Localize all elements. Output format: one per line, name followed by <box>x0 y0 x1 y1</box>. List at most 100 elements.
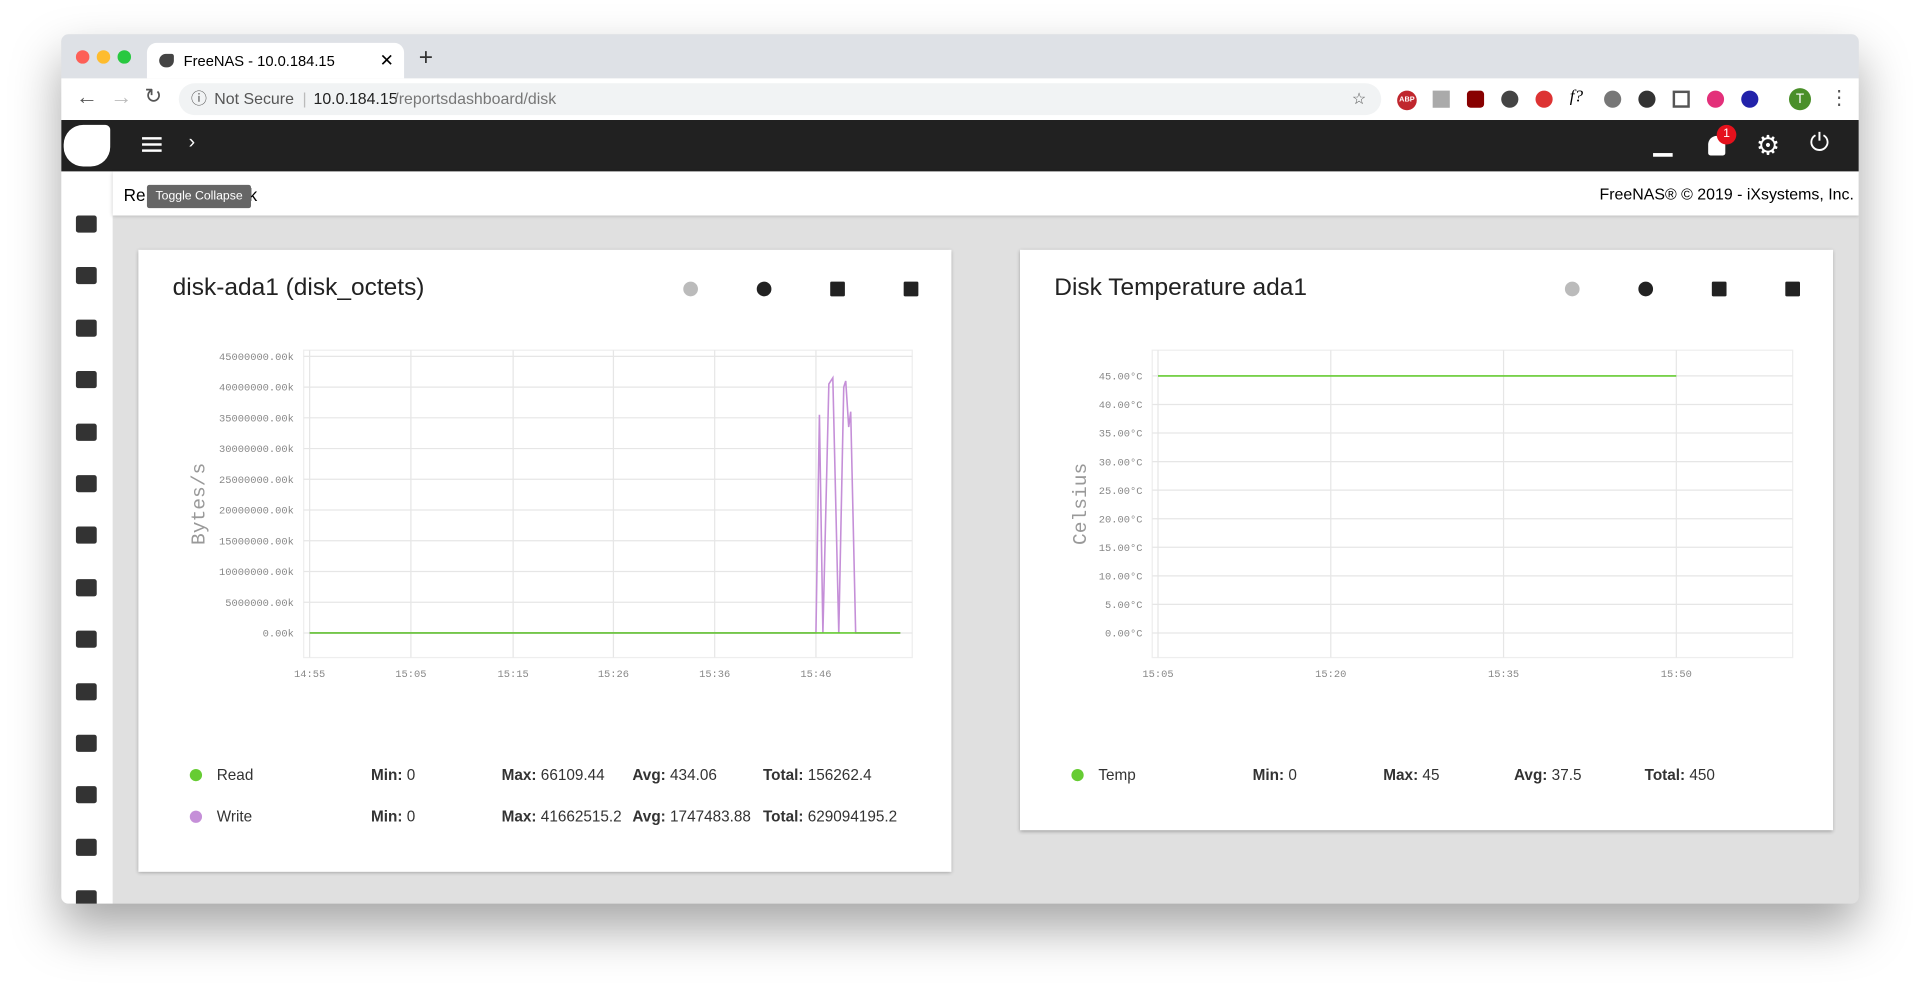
sidebar-icon[interactable] <box>75 423 97 441</box>
x-tick-label: 15:15 <box>498 669 529 681</box>
sidebar-icon[interactable] <box>75 682 97 700</box>
url-host: 10.0.184.15 <box>313 89 398 108</box>
extension-icon[interactable] <box>1638 90 1656 108</box>
forward-button[interactable]: → <box>110 84 133 109</box>
stat-label: Avg: <box>632 807 666 825</box>
theme-button[interactable] <box>1653 135 1673 157</box>
sidebar-icon[interactable] <box>75 475 97 493</box>
x-tick-label: 15:50 <box>1661 669 1692 681</box>
settings-button[interactable]: ⚙ <box>1755 129 1781 161</box>
sidebar-icon[interactable] <box>75 215 97 233</box>
x-tick-label: 15:46 <box>800 669 831 681</box>
x-tick-label: 15:26 <box>598 669 629 681</box>
stat-label: Total: <box>762 807 804 825</box>
legend-stat: Avg: 434.06 <box>632 764 754 787</box>
extension-icon[interactable] <box>1741 90 1759 108</box>
favicon <box>159 53 174 68</box>
profile-avatar[interactable]: T <box>1788 88 1812 111</box>
breadcrumb-bar: Re sk FreeNAS® © 2019 - iXsystems, Inc. <box>112 171 1859 216</box>
y-tick-label: 30.00°C <box>1099 457 1143 469</box>
tab-bar: FreeNAS - 10.0.184.15 ✕ + <box>61 34 1859 79</box>
stat-label: Max: <box>1383 766 1419 784</box>
legend-swatch <box>189 810 203 823</box>
minimize-dot[interactable] <box>96 50 111 64</box>
chart-card: Disk Temperature ada1 0.00°C 5.00°C 10.00°… <box>1020 249 1834 831</box>
y-tick-label: 20.00°C <box>1099 514 1143 526</box>
chart: 0.00°C 5.00°C 10.00°C 15.00°C 20.00°C 25.00°C… <box>1070 349 1794 681</box>
hamburger-button[interactable] <box>142 137 162 140</box>
y-tick-label: 10000000.00k <box>219 567 294 579</box>
x-tick-label: 15:05 <box>1142 669 1173 681</box>
sidebar-icon[interactable] <box>75 786 97 804</box>
series-line <box>309 375 901 634</box>
extension-icon[interactable] <box>1466 90 1485 108</box>
extension-abp[interactable]: ABP <box>1397 90 1417 111</box>
url-path: /reportsdashboard/disk <box>394 89 557 108</box>
legend-stat: Min: 0 <box>1253 764 1375 787</box>
sidebar-icon[interactable] <box>75 630 97 648</box>
step-back-button[interactable] <box>1711 281 1727 297</box>
zoom-in-button[interactable] <box>683 281 698 297</box>
stat-label: Total: <box>1644 766 1686 784</box>
new-tab[interactable]: + <box>418 44 434 72</box>
stat-value: 0 <box>1288 766 1297 784</box>
tab-close[interactable]: ✕ <box>379 50 394 70</box>
y-tick-label: 40.00°C <box>1099 400 1143 412</box>
legend-swatch <box>189 768 203 782</box>
reload-button[interactable]: ↻ <box>144 84 162 108</box>
sidebar-icon[interactable] <box>75 527 97 545</box>
y-tick-label: 25000000.00k <box>219 475 294 487</box>
power-button[interactable]: ⏻ <box>1809 129 1830 157</box>
stat-label: Max: <box>501 807 537 825</box>
back-button[interactable]: ← <box>75 84 98 109</box>
close-dot[interactable] <box>75 50 90 64</box>
extension-icon[interactable] <box>1501 90 1519 108</box>
step-back-button[interactable] <box>830 281 845 297</box>
y-tick-label: 30000000.00k <box>219 444 294 456</box>
maximize-dot[interactable] <box>117 50 132 64</box>
zoom-out-button[interactable] <box>756 281 772 297</box>
y-tick-label: 45000000.00k <box>219 352 294 364</box>
sidebar-icon[interactable] <box>75 267 97 285</box>
stat-label: Avg: <box>632 766 666 784</box>
omnibox[interactable]: ⓘ Not Secure | 10.0.184.15 /reportsdashb… <box>178 83 1382 116</box>
y-tick-label: 5.00°C <box>1105 600 1142 612</box>
sidebar-icon[interactable] <box>75 838 97 856</box>
y-tick-label: 45.00°C <box>1099 372 1143 384</box>
top-nav: › 1 ⚙ ⏻ <box>61 120 1859 172</box>
menu-button[interactable]: ⋮ <box>1829 88 1849 109</box>
zoom-out-button[interactable] <box>1638 281 1654 297</box>
extension-icon[interactable] <box>1672 90 1690 108</box>
stat-value: 434.06 <box>670 766 717 784</box>
sidebar-icon[interactable] <box>75 890 97 904</box>
bookmark-star[interactable]: ☆ <box>1351 89 1367 108</box>
logo[interactable] <box>63 124 111 167</box>
legend-stat: Total: 450 <box>1645 764 1816 787</box>
step-forward-button[interactable] <box>903 281 919 297</box>
chart-title: Disk Temperature ada1 <box>1054 274 1308 302</box>
stat-value: 0 <box>406 766 416 784</box>
step-forward-button[interactable] <box>1785 281 1801 297</box>
zoom-in-button[interactable] <box>1564 281 1580 297</box>
legend-stat: Avg: 1747483.88 <box>632 805 754 828</box>
expand-button[interactable]: › <box>188 132 196 154</box>
stat-value: 450 <box>1689 766 1715 784</box>
extension-icon[interactable] <box>1706 90 1725 108</box>
sidebar-icon[interactable] <box>75 734 97 752</box>
extension-fx[interactable]: f? <box>1569 88 1584 107</box>
sidebar-icon[interactable] <box>75 371 97 389</box>
extension-icon[interactable] <box>1432 90 1450 108</box>
legend-stat: Max: 66109.44 <box>502 764 624 787</box>
legend-stat: Total: 156262.4 <box>763 764 934 787</box>
sidebar-icon[interactable] <box>75 319 97 337</box>
extension-icon[interactable] <box>1535 90 1553 108</box>
extension-icon[interactable] <box>1604 90 1622 108</box>
sidebar-icon[interactable] <box>75 578 97 597</box>
legend-name: Read <box>216 766 254 784</box>
stat-value: 37.5 <box>1551 766 1582 784</box>
chart: 0.00k 5000000.00k 10000000.00k 15000000.00k… <box>188 349 913 681</box>
legend-stat: Avg: 37.5 <box>1514 764 1636 787</box>
legend-stat: Min: 0 <box>371 805 493 828</box>
browser-tab[interactable]: FreeNAS - 10.0.184.15 ✕ <box>146 42 405 79</box>
